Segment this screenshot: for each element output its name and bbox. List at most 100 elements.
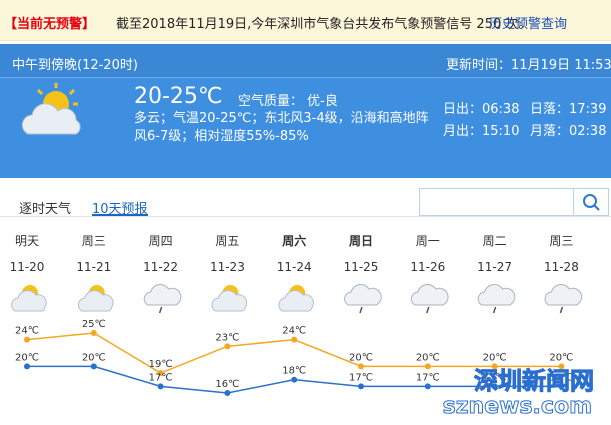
cloud [477, 284, 516, 306]
high-point [291, 336, 298, 343]
period: 中午到傍晚(12-20时) [12, 58, 138, 73]
cloud [143, 284, 182, 306]
weather-icon [410, 284, 449, 314]
tab-underline [92, 214, 148, 216]
high-label: 24℃ [15, 326, 39, 337]
low-label: 18℃ [282, 366, 306, 377]
high-label: 19℃ [149, 359, 173, 370]
panel-header [0, 44, 611, 78]
sunrise: 日出：06:38 [443, 102, 520, 117]
low-label: 17℃ [416, 372, 440, 383]
date-label: 11-26 [410, 260, 445, 274]
low-point [157, 383, 164, 390]
description: 多云；气温20-25℃；东北风3-4级，沿海和高地阵风6-7级；相对湿度55%-… [134, 111, 429, 144]
forecast: 明天 11-20 周三 11-21 周四 11-22 周五 11-23 周六 11-24 周日 11-… [10, 233, 595, 420]
date-label: 11-28 [544, 260, 579, 274]
day-label: 周日 [349, 234, 373, 248]
day-label: 周五 [215, 234, 239, 248]
weather-icon [11, 285, 47, 312]
cloud [278, 290, 314, 312]
high-point [424, 363, 431, 370]
date-label: 11-20 [10, 260, 45, 274]
high-label: 20℃ [483, 352, 507, 363]
low-point [90, 363, 97, 370]
cloud [410, 284, 449, 306]
cloud [544, 284, 583, 306]
day-label: 周二 [483, 234, 507, 248]
weather-icon [77, 285, 114, 312]
high-label: 23℃ [215, 332, 239, 343]
high-label: 20℃ [349, 352, 373, 363]
search-box[interactable] [419, 188, 609, 216]
day-label: 周三 [82, 234, 106, 248]
date-label: 11-23 [210, 260, 245, 274]
low-label: 17℃ [149, 372, 173, 383]
weather-icon [544, 284, 583, 314]
tab[interactable]: 逐时天气 [19, 202, 72, 217]
weather-icon [211, 285, 248, 312]
weather-icon [21, 83, 81, 135]
day-label: 明天 [15, 234, 39, 248]
date-label: 11-27 [477, 260, 512, 274]
rain [158, 306, 163, 314]
cloud [344, 284, 382, 306]
low-label: 17℃ [483, 372, 507, 383]
weather-icon [477, 284, 516, 314]
low-label: 16℃ [215, 379, 239, 390]
weather-icon [143, 284, 182, 314]
current-weather: 中午到傍晚(12-20时) 更新时间：11月19日 11:53 20-25℃ 空… [0, 44, 611, 178]
rain [426, 306, 430, 314]
day-label: 周四 [149, 234, 173, 248]
day-label: 周一 [416, 234, 440, 248]
search-button[interactable] [573, 189, 608, 215]
weather-icon [344, 284, 382, 314]
date-label: 11-21 [76, 260, 111, 274]
date-label: 11-22 [143, 260, 178, 274]
air-quality: 空气质量： 优-良 [238, 94, 338, 109]
low-point [491, 383, 498, 390]
watermark-name: 深圳新闻网 [474, 367, 594, 395]
warning-text: 截至2018年11月19日,今年深圳市气象台共发布气象预警信号 250 次。 [116, 17, 532, 32]
low-label: 20℃ [15, 352, 39, 363]
high-label: 25℃ [82, 319, 106, 330]
sunset: 日落：17:39 [530, 102, 607, 117]
cloud [77, 290, 114, 312]
moonset: 月落：02:38 [530, 124, 607, 139]
day-label: 周六 [282, 233, 306, 248]
warning-status: 【当前无预警】 [4, 17, 96, 32]
high-point [24, 336, 30, 343]
low-point [224, 390, 231, 397]
watermark-url: sznews.com [443, 394, 592, 419]
high-label: 20℃ [416, 352, 440, 363]
low-label: 17℃ [549, 372, 573, 383]
search-icon [583, 194, 600, 211]
update-time: 更新时间：11月19日 11:53 [446, 58, 611, 73]
date-label: 11-25 [344, 260, 379, 274]
low-point [24, 363, 30, 370]
high-point [224, 343, 231, 350]
rain [559, 306, 564, 314]
rain [492, 306, 497, 314]
history-link[interactable]: 历史预警查询 [489, 17, 568, 32]
high-label: 20℃ [549, 352, 573, 363]
weather-icon [278, 285, 314, 312]
high-point [558, 363, 565, 370]
low-point [424, 383, 431, 390]
cloud [11, 290, 47, 312]
rain [359, 306, 363, 314]
warning-banner: 【当前无预警】 截至2018年11月19日,今年深圳市气象台共发布气象预警信号 … [0, 0, 611, 41]
date-label: 11-24 [277, 260, 312, 274]
moonrise: 月出：15:10 [443, 124, 520, 139]
low-point [558, 383, 565, 390]
high-point [491, 363, 498, 370]
cloud [211, 290, 248, 312]
tabs-divider [0, 216, 611, 217]
tab-active[interactable]: 10天预报 [92, 202, 148, 217]
high-point [157, 370, 164, 377]
high-point [90, 330, 97, 336]
low-label: 20℃ [82, 352, 106, 363]
low-label: 17℃ [349, 372, 373, 383]
day-label: 周三 [549, 234, 573, 248]
low-point [291, 376, 298, 383]
